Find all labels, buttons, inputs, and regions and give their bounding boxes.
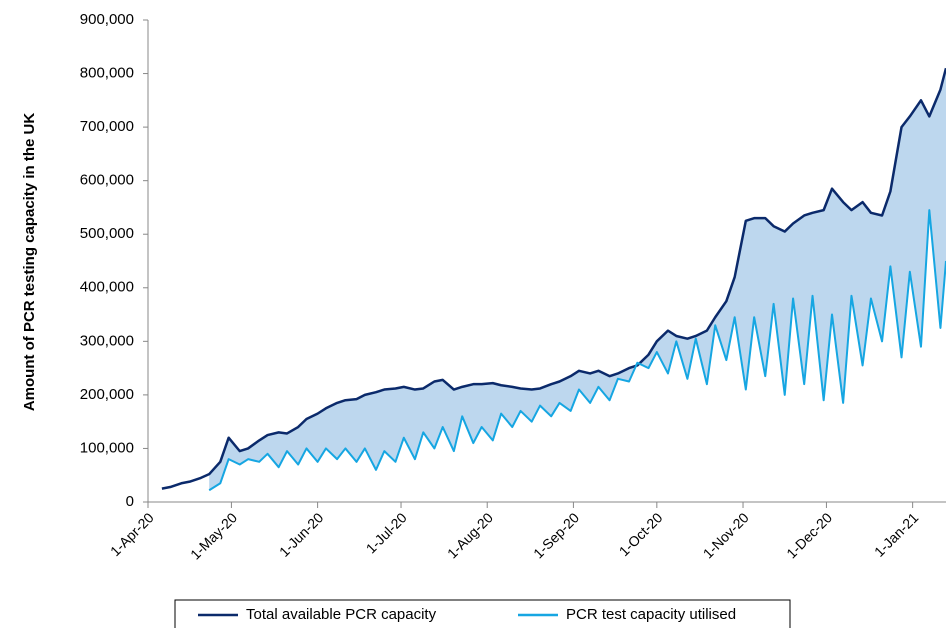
x-tick-label: 1-Jul-20 <box>363 509 410 556</box>
x-tick-label: 1-Nov-20 <box>700 509 752 561</box>
y-tick-label: 900,000 <box>80 11 134 28</box>
y-tick-label: 400,000 <box>80 279 134 296</box>
x-tick-label: 1-Jun-20 <box>276 509 327 560</box>
x-tick-label: 1-Aug-20 <box>444 509 496 561</box>
y-tick-label: 100,000 <box>80 439 134 456</box>
x-tick-label: 1-Dec-20 <box>783 509 835 561</box>
series-line <box>208 209 946 492</box>
x-tick-label: 1-Apr-20 <box>107 509 157 559</box>
y-tick-label: 300,000 <box>80 332 134 349</box>
legend-label: PCR test capacity utilised <box>566 606 736 623</box>
x-tick-label: 1-Jan-21 <box>871 509 922 560</box>
series-line <box>161 67 946 490</box>
y-tick-label: 500,000 <box>80 225 134 242</box>
x-tick-label: 1-Oct-20 <box>616 509 666 559</box>
y-tick-label: 700,000 <box>80 118 134 135</box>
y-axis-label: Amount of PCR testing capacity in the UK <box>21 113 38 412</box>
x-tick-label: 1-Sep-20 <box>530 509 582 561</box>
legend-box <box>174 599 791 628</box>
x-tick-label: 1-May-20 <box>187 509 240 562</box>
y-tick-label: 200,000 <box>80 386 134 403</box>
y-tick-label: 800,000 <box>80 65 134 82</box>
legend-label: Total available PCR capacity <box>246 606 437 623</box>
capacity-gap-area <box>209 68 946 491</box>
y-tick-label: 600,000 <box>80 172 134 189</box>
y-tick-label: 0 <box>126 493 134 510</box>
